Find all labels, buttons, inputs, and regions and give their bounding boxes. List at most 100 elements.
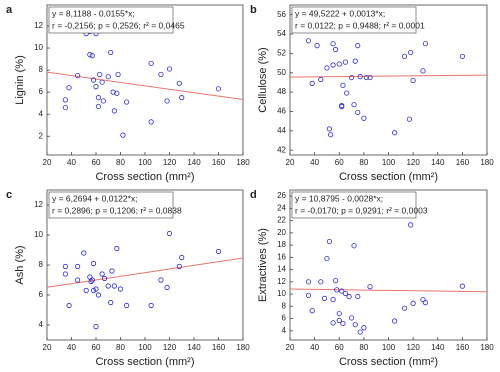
data-point — [330, 320, 336, 326]
x-tick-label: 60 — [335, 343, 344, 352]
data-point — [340, 320, 346, 327]
y-tick-label: 10 — [277, 289, 286, 298]
data-point — [89, 277, 95, 283]
data-point — [124, 302, 130, 309]
data-point — [90, 260, 97, 267]
data-point — [326, 126, 332, 132]
y-tick-label: 8 — [39, 260, 44, 269]
x-tick-label: 100 — [138, 158, 152, 167]
y-tick-label: 20 — [277, 228, 286, 237]
data-point — [97, 71, 103, 78]
data-point — [111, 108, 117, 114]
y-tick-label: 56 — [277, 10, 286, 19]
data-point — [334, 287, 340, 293]
data-point — [392, 130, 398, 136]
y-tick-label: 48 — [277, 87, 286, 96]
data-point — [344, 90, 350, 96]
data-point — [339, 288, 345, 294]
x-tick-label: 20 — [286, 343, 295, 352]
data-point — [66, 302, 72, 309]
x-tick-label: 20 — [286, 158, 295, 167]
x-tick-label: 60 — [92, 343, 101, 352]
y-tick-label: 12 — [34, 21, 43, 30]
y-axis-label: Lignin (%) — [14, 55, 26, 105]
data-point — [124, 99, 130, 105]
data-point — [336, 61, 342, 67]
x-tick-label: 180 — [480, 343, 494, 352]
x-tick-label: 160 — [456, 158, 470, 167]
data-point — [179, 95, 185, 101]
y-tick-label: 14 — [277, 265, 286, 274]
data-point — [355, 293, 361, 300]
data-point — [158, 71, 164, 78]
data-point — [75, 72, 81, 79]
data-point — [309, 308, 315, 314]
data-point — [75, 263, 81, 270]
y-axis-label: Ash (%) — [14, 245, 26, 284]
data-point — [62, 271, 68, 277]
data-point — [215, 248, 222, 255]
data-point — [332, 46, 339, 53]
x-tick-label: 20 — [43, 158, 52, 167]
y-tick-label: 6 — [39, 87, 44, 96]
x-tick-label: 180 — [480, 158, 494, 167]
statistics: r = 0,0122; p = 0,9488; r² = 0,0001 — [295, 20, 425, 30]
data-point — [101, 275, 108, 282]
y-tick-label: 4 — [282, 326, 287, 335]
x-tick-label: 40 — [67, 343, 76, 352]
data-point — [176, 263, 182, 270]
data-point — [89, 53, 95, 59]
y-tick-label: 4 — [39, 320, 44, 329]
y-tick-label: 6 — [282, 314, 287, 323]
data-point — [459, 53, 465, 59]
equation: y = 10,8795 - 0,0028*x; — [295, 193, 383, 203]
data-point — [105, 74, 111, 80]
y-tick-label: 12 — [277, 277, 286, 286]
data-point — [410, 300, 416, 306]
x-tick-label: 100 — [382, 343, 396, 352]
data-point — [179, 254, 185, 261]
data-point — [164, 98, 170, 104]
data-point — [305, 292, 312, 298]
data-point — [166, 66, 173, 72]
data-point — [100, 98, 106, 104]
data-point — [367, 74, 373, 81]
x-tick-label: 100 — [138, 343, 152, 352]
data-point — [357, 329, 363, 335]
data-point — [361, 325, 367, 331]
x-tick-label: 180 — [236, 343, 250, 352]
data-point — [120, 132, 126, 138]
data-point — [88, 278, 94, 285]
data-point — [93, 323, 99, 330]
y-tick-label: 24 — [277, 203, 286, 212]
x-tick-label: 160 — [212, 158, 226, 167]
y-tick-label: 10 — [34, 43, 43, 52]
data-point — [401, 53, 408, 59]
y-tick-label: 50 — [277, 68, 286, 77]
data-point — [332, 278, 339, 284]
data-point — [148, 119, 154, 125]
data-point — [176, 80, 182, 86]
x-tick-label: 140 — [187, 158, 201, 167]
x-tick-label: 120 — [163, 343, 177, 352]
data-point — [95, 292, 102, 298]
data-point — [114, 245, 120, 252]
x-tick-label: 80 — [359, 343, 368, 352]
y-tick-label: 44 — [277, 126, 286, 135]
data-point — [309, 80, 315, 86]
data-point — [66, 85, 72, 91]
data-point — [410, 77, 416, 84]
y-tick-label: 4 — [39, 109, 44, 118]
data-point — [422, 41, 429, 47]
x-axis-label: Cross section (mm²) — [339, 171, 438, 183]
y-tick-label: 8 — [39, 65, 44, 74]
data-point — [321, 295, 328, 301]
equation: y = 8,1188 - 0,0155*x; — [52, 8, 135, 18]
annotation-box — [48, 191, 174, 219]
x-tick-label: 140 — [187, 343, 201, 352]
data-point — [406, 116, 413, 122]
data-point — [346, 293, 352, 300]
data-point — [351, 102, 357, 108]
x-tick-label: 20 — [43, 343, 52, 352]
